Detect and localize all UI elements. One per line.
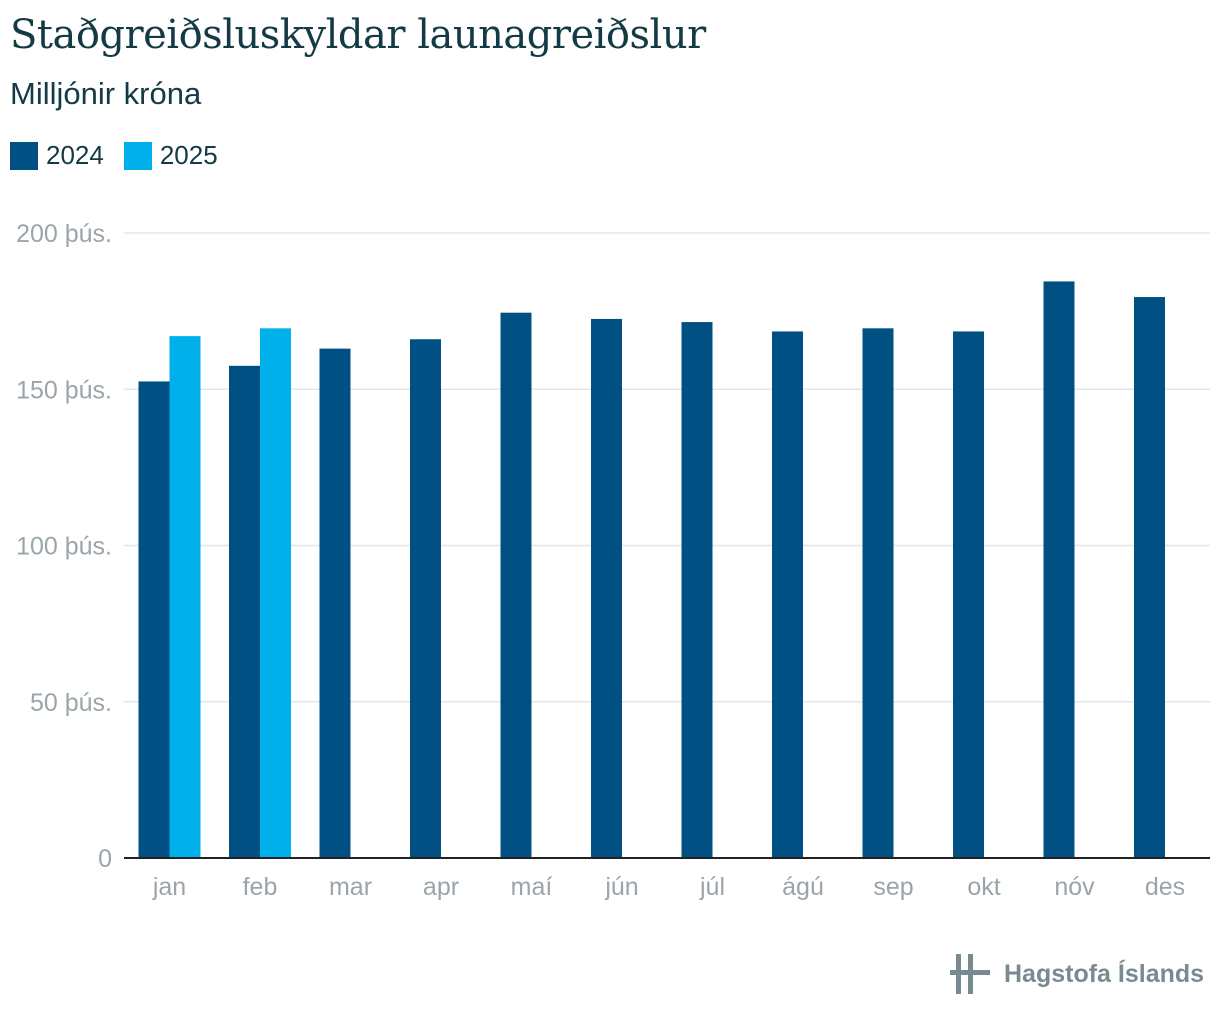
legend-item-2024: 2024: [10, 140, 104, 171]
y-axis-ticks: 0 50 þús. 100 þús. 150 þús. 200 þús.: [16, 220, 112, 873]
bar-2025-jan: [169, 336, 201, 858]
brand-logo: Hagstofa Íslands: [950, 950, 1204, 998]
bar-2024-sep: [862, 328, 894, 858]
hagstofa-logo-icon: [950, 954, 990, 994]
x-axis-ticks: jan feb mar apr maí jún júl ágú sep okt nóv des: [152, 873, 1185, 901]
bar-2024-mar: [319, 348, 351, 858]
brand-name: Hagstofa Íslands: [1004, 959, 1205, 988]
x-tick-label: sep: [873, 873, 913, 901]
legend-label-2024: 2024: [46, 140, 104, 170]
y-tick-label: 50 þús.: [30, 689, 112, 717]
y-tick-label: 100 þús.: [16, 533, 112, 561]
x-tick-label: okt: [967, 873, 1000, 901]
bar-2024-des: [1134, 297, 1165, 858]
x-tick-label: jún: [604, 873, 638, 901]
bar-2024-apr: [410, 339, 441, 858]
bar-2024-jan: [138, 381, 170, 858]
bar-2024-feb: [229, 365, 260, 858]
bar-2024-júl: [681, 322, 713, 858]
x-tick-label: feb: [243, 873, 278, 901]
legend-item-2025: 2025: [123, 140, 218, 171]
bars: [138, 281, 1165, 858]
y-tick-label: 0: [98, 845, 112, 873]
x-tick-label: júl: [699, 873, 725, 901]
legend: 2024 2025: [10, 140, 218, 171]
x-tick-label: nóv: [1054, 873, 1095, 901]
legend-label-2025: 2025: [159, 140, 218, 170]
y-tick-label: 150 þús.: [16, 376, 112, 404]
bar-2024-okt: [953, 331, 984, 858]
x-tick-label: maí: [511, 873, 553, 901]
y-tick-label: 200 þús.: [16, 220, 112, 248]
legend-swatch-2025: [123, 141, 152, 170]
legend-swatch-2024: [10, 141, 38, 170]
x-tick-label: ágú: [782, 873, 824, 901]
bar-2024-maí: [500, 312, 532, 858]
bar-2025-feb: [260, 328, 291, 858]
bar-2024-ágú: [772, 331, 803, 858]
x-tick-label: apr: [423, 873, 459, 901]
gridlines: [124, 232, 1210, 703]
x-tick-label: des: [1145, 873, 1185, 901]
chart-title: Staðgreiðsluskyldar launagreiðslur: [10, 12, 706, 58]
x-tick-label: jan: [152, 873, 186, 901]
bar-2024-nóv: [1043, 281, 1075, 858]
bar-2024-jún: [591, 318, 622, 858]
chart-subtitle: Milljónir króna: [10, 76, 202, 111]
x-tick-label: mar: [329, 873, 372, 901]
